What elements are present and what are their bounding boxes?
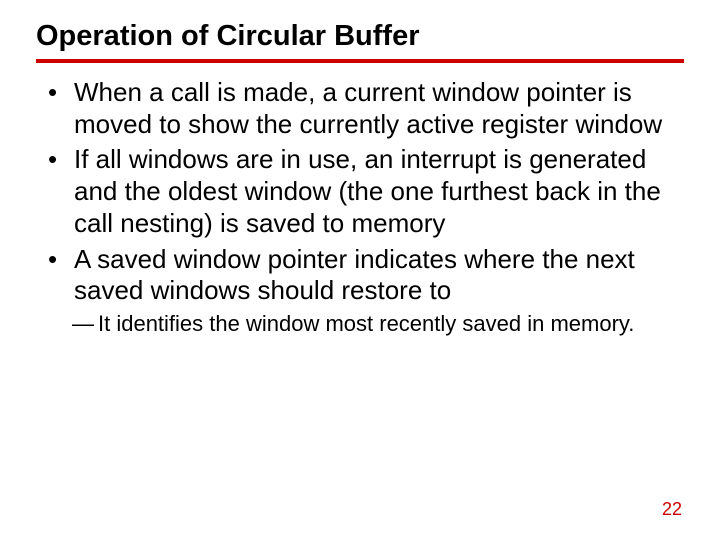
sub-bullet-list: It identifies the window most recently s… [74,311,684,338]
sub-bullet-text: It identifies the window most recently s… [98,311,634,336]
page-number: 22 [662,499,682,520]
slide: Operation of Circular Buffer When a call… [0,0,720,540]
bullet-list: When a call is made, a current window po… [36,77,684,338]
slide-title: Operation of Circular Buffer [36,20,684,63]
bullet-text: If all windows are in use, an interrupt … [74,144,661,237]
bullet-text: When a call is made, a current window po… [74,77,662,139]
bullet-item: If all windows are in use, an interrupt … [70,144,684,239]
sub-bullet-item: It identifies the window most recently s… [98,311,684,338]
bullet-text: A saved window pointer indicates where t… [74,244,635,306]
bullet-item: When a call is made, a current window po… [70,77,684,140]
bullet-item: A saved window pointer indicates where t… [70,244,684,338]
